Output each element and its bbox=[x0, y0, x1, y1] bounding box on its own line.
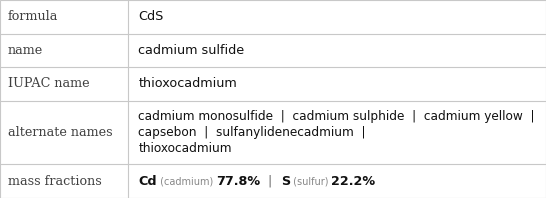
Text: Cd: Cd bbox=[138, 175, 157, 188]
Text: name: name bbox=[8, 44, 43, 57]
Text: cadmium monosulfide  |  cadmium sulphide  |  cadmium yellow  |: cadmium monosulfide | cadmium sulphide |… bbox=[138, 110, 535, 123]
Text: (sulfur): (sulfur) bbox=[290, 176, 331, 186]
Text: IUPAC name: IUPAC name bbox=[8, 77, 90, 90]
Text: 22.2%: 22.2% bbox=[331, 175, 376, 188]
Text: mass fractions: mass fractions bbox=[8, 175, 102, 188]
Text: formula: formula bbox=[8, 10, 58, 23]
Text: |: | bbox=[260, 175, 281, 188]
Text: S: S bbox=[281, 175, 290, 188]
Text: 77.8%: 77.8% bbox=[216, 175, 260, 188]
Text: thioxocadmium: thioxocadmium bbox=[138, 142, 232, 155]
Text: capsebon  |  sulfanylidenecadmium  |: capsebon | sulfanylidenecadmium | bbox=[138, 126, 366, 139]
Text: alternate names: alternate names bbox=[8, 126, 112, 139]
Text: thioxocadmium: thioxocadmium bbox=[138, 77, 237, 90]
Text: (cadmium): (cadmium) bbox=[157, 176, 216, 186]
Text: CdS: CdS bbox=[138, 10, 164, 23]
Text: cadmium sulfide: cadmium sulfide bbox=[138, 44, 245, 57]
